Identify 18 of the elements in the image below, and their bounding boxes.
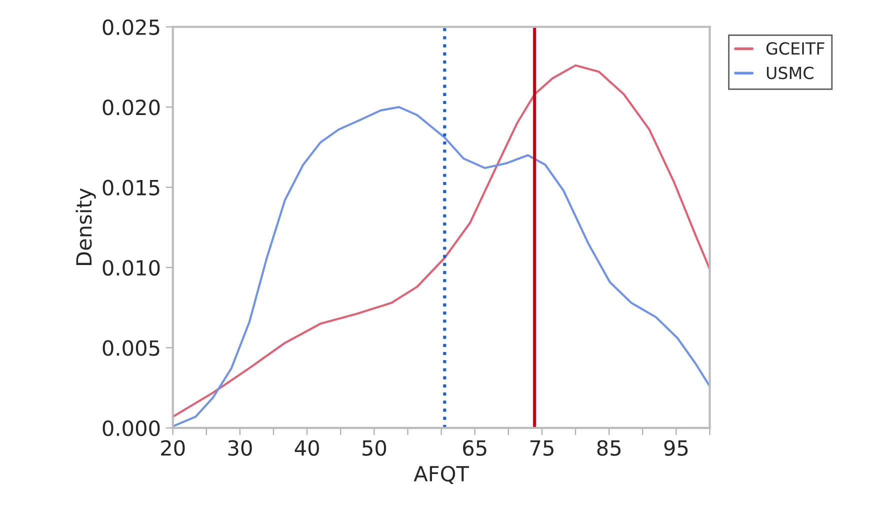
legend-label: GCEITF — [766, 42, 824, 55]
x-tick-label: 85 — [597, 440, 621, 456]
x-tick-label: 95 — [664, 440, 688, 456]
y-tick-label: 0.020 — [102, 100, 160, 116]
y-tick-label: 0.000 — [102, 420, 160, 436]
y-tick-label: 0.010 — [102, 260, 160, 276]
x-tick-label: 20 — [161, 440, 185, 456]
x-tick-label: 50 — [362, 440, 386, 456]
y-axis-title: Density — [76, 188, 96, 265]
x-tick-label: 75 — [530, 440, 554, 456]
x-tick-label: 30 — [228, 440, 252, 456]
y-tick-label: 0.015 — [102, 180, 160, 196]
x-tick-label: 65 — [463, 440, 486, 456]
x-tick-label: 40 — [294, 440, 319, 456]
x-axis-title: AFQT — [414, 466, 470, 484]
legend-label: USMC — [766, 66, 814, 80]
y-tick-label: 0.025 — [102, 19, 160, 36]
y-tick-label: 0.005 — [102, 340, 160, 356]
